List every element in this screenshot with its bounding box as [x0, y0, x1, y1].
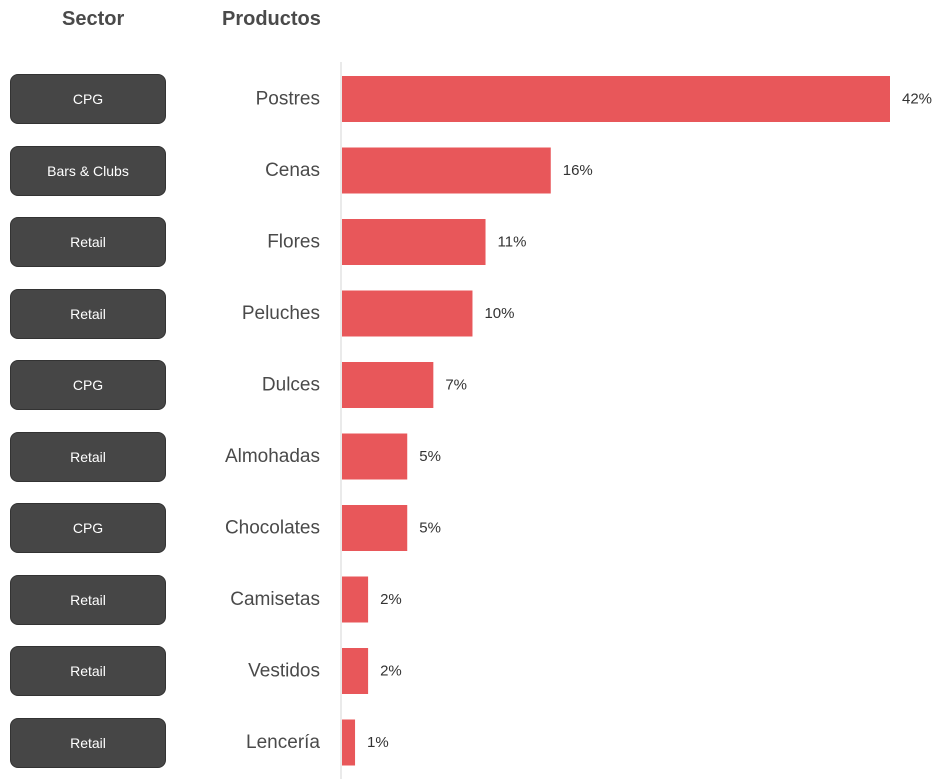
value-label: 2% — [380, 591, 402, 608]
sector-button[interactable]: CPG — [10, 503, 166, 553]
value-label: 5% — [419, 520, 441, 537]
sector-button[interactable]: Retail — [10, 717, 166, 768]
category-label: Dulces — [262, 375, 320, 396]
value-label: 2% — [380, 663, 402, 680]
bar — [342, 576, 369, 623]
products-header: Productos — [222, 8, 321, 30]
bar — [342, 362, 434, 408]
sector-button[interactable]: CPG — [10, 360, 166, 410]
bar — [342, 147, 551, 194]
bar — [342, 648, 369, 694]
sector-header: Sector — [62, 8, 125, 30]
category-label: Camisetas — [230, 589, 320, 610]
bar — [342, 505, 408, 551]
sector-button[interactable]: Retail — [10, 217, 166, 267]
category-label: Almohadas — [225, 446, 320, 467]
category-label: Peluches — [242, 303, 320, 324]
sector-button[interactable]: Retail — [10, 431, 166, 482]
value-label: 5% — [419, 448, 441, 465]
category-label: Lencería — [246, 732, 320, 753]
category-label: Chocolates — [225, 518, 320, 539]
value-label: 1% — [367, 734, 389, 751]
bar — [342, 219, 486, 265]
bar — [342, 719, 356, 766]
bar — [342, 76, 890, 122]
sector-button[interactable]: CPG — [10, 74, 166, 124]
value-label: 11% — [498, 234, 527, 251]
bar — [342, 433, 408, 480]
value-label: 7% — [445, 377, 467, 394]
category-label: Vestidos — [248, 661, 320, 682]
sector-button[interactable]: Retail — [10, 646, 166, 696]
sector-button[interactable]: Retail — [10, 288, 166, 339]
category-label: Postres — [256, 89, 320, 110]
sector-button[interactable]: Retail — [10, 574, 166, 625]
value-label: 10% — [484, 305, 514, 322]
category-label: Flores — [267, 232, 320, 253]
value-label: 42% — [902, 91, 932, 108]
bar — [342, 290, 473, 337]
value-label: 16% — [563, 162, 593, 179]
sector-button[interactable]: Bars & Clubs — [10, 145, 166, 196]
category-label: Cenas — [265, 160, 320, 181]
